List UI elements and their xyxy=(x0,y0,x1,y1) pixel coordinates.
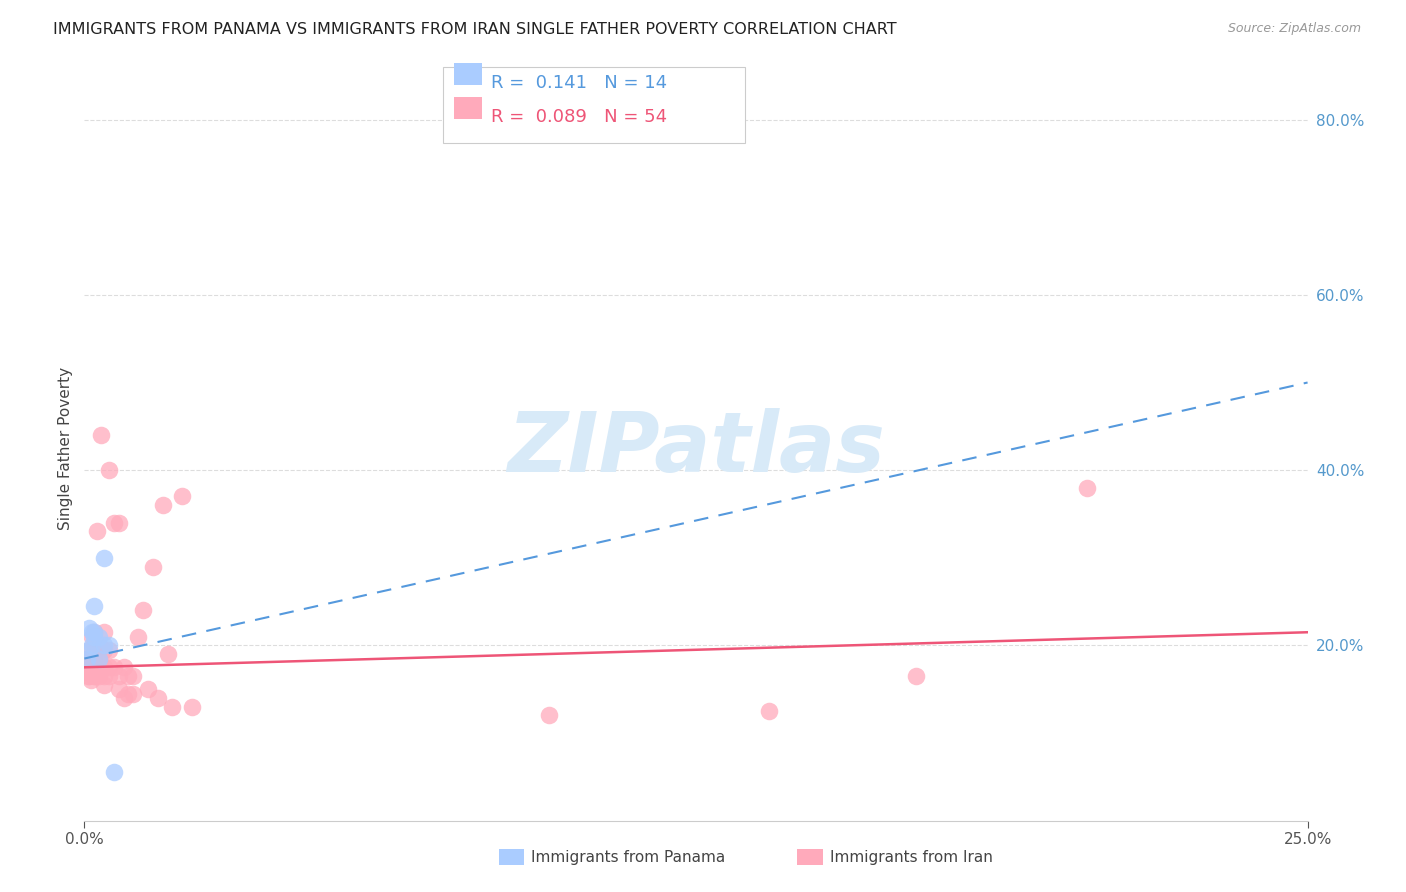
Point xyxy=(97,639,120,653)
Point xyxy=(172,490,194,504)
Point xyxy=(80,625,103,640)
Text: R =  0.141   N = 14: R = 0.141 N = 14 xyxy=(491,74,666,92)
Point xyxy=(107,682,129,697)
Point xyxy=(86,524,108,539)
Point xyxy=(87,639,110,653)
Point xyxy=(87,630,110,644)
Text: IMMIGRANTS FROM PANAMA VS IMMIGRANTS FROM IRAN SINGLE FATHER POVERTY CORRELATION: IMMIGRANTS FROM PANAMA VS IMMIGRANTS FRO… xyxy=(53,22,897,37)
Point xyxy=(77,669,100,683)
Point xyxy=(905,669,928,683)
Point xyxy=(127,630,149,644)
Point xyxy=(93,625,115,640)
Point xyxy=(80,660,103,674)
Point xyxy=(87,651,110,665)
Point xyxy=(83,630,105,644)
Point xyxy=(83,669,105,683)
Point xyxy=(80,673,103,688)
Text: Immigrants from Panama: Immigrants from Panama xyxy=(531,850,725,864)
Point xyxy=(87,669,110,683)
Point xyxy=(122,669,145,683)
Point xyxy=(93,669,115,683)
Text: Immigrants from Iran: Immigrants from Iran xyxy=(830,850,993,864)
Point xyxy=(103,516,125,530)
Point xyxy=(76,665,98,679)
Point xyxy=(103,660,125,674)
Point xyxy=(83,599,105,613)
Point xyxy=(146,690,169,705)
Point xyxy=(93,642,115,657)
Point xyxy=(76,651,98,665)
Point xyxy=(162,699,184,714)
Point xyxy=(77,669,100,683)
Point xyxy=(107,516,129,530)
Point xyxy=(112,690,135,705)
Point xyxy=(117,687,139,701)
Point xyxy=(93,639,115,653)
Point xyxy=(112,660,135,674)
Point xyxy=(758,704,780,718)
Point xyxy=(83,625,105,640)
Point xyxy=(76,651,98,665)
Point xyxy=(93,660,115,674)
Point xyxy=(80,630,103,644)
Point xyxy=(97,642,120,657)
Text: ZIPatlas: ZIPatlas xyxy=(508,408,884,489)
Point xyxy=(97,660,120,674)
Point xyxy=(77,642,100,657)
Point xyxy=(83,639,105,653)
Point xyxy=(84,669,107,683)
Point xyxy=(538,708,561,723)
Point xyxy=(1076,481,1098,495)
Point xyxy=(107,669,129,683)
Point xyxy=(87,665,110,679)
Point xyxy=(97,463,120,477)
Point xyxy=(152,498,174,512)
Point xyxy=(97,669,120,683)
Point xyxy=(82,665,104,679)
Point xyxy=(181,699,204,714)
Point xyxy=(83,625,105,640)
Point xyxy=(83,651,105,665)
Point xyxy=(156,647,179,661)
Point xyxy=(77,660,100,674)
Point xyxy=(77,656,100,670)
Point xyxy=(93,678,115,692)
Point xyxy=(83,660,105,674)
Y-axis label: Single Father Poverty: Single Father Poverty xyxy=(58,367,73,530)
Point xyxy=(142,559,165,574)
Text: R =  0.089   N = 54: R = 0.089 N = 54 xyxy=(491,108,666,126)
Point xyxy=(93,550,115,565)
Point xyxy=(103,765,125,780)
Point xyxy=(117,669,139,683)
Point xyxy=(77,621,100,635)
Point xyxy=(132,603,155,617)
Point xyxy=(136,682,159,697)
Text: Source: ZipAtlas.com: Source: ZipAtlas.com xyxy=(1227,22,1361,36)
Point xyxy=(122,687,145,701)
Point xyxy=(80,639,103,653)
Point xyxy=(87,651,110,665)
Point xyxy=(75,660,97,674)
Point xyxy=(77,642,100,657)
Point xyxy=(90,428,112,442)
